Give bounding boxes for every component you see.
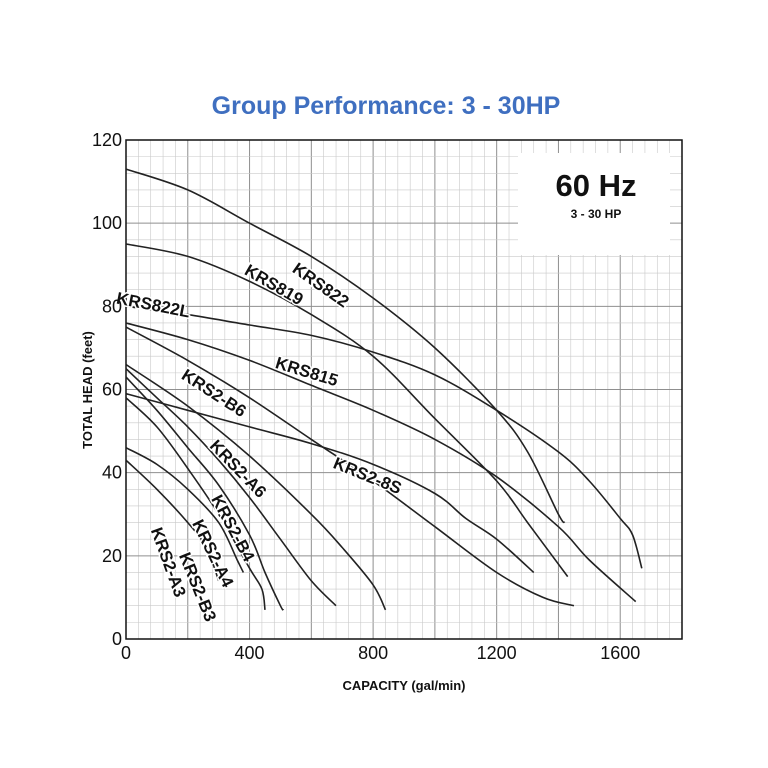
x-tick-label: 800: [358, 643, 388, 663]
curve-krs2-b6: [125, 326, 575, 607]
y-tick-label: 20: [102, 546, 122, 566]
y-tick-label: 40: [102, 463, 122, 483]
curve-label-krs815: KRS815: [273, 353, 340, 390]
y-tick-labels: 0 20 40 60 80 100 120: [92, 130, 122, 649]
y-tick-label: 0: [112, 629, 122, 649]
legend-box: 60 Hz 3 - 30 HP: [518, 153, 670, 255]
curve-krs2-b3: [125, 446, 245, 573]
x-tick-label: 400: [235, 643, 265, 663]
curve-krs2-8s: [125, 392, 535, 574]
x-tick-labels: 0 400 800 1200 1600: [121, 643, 640, 663]
curve-krs822l: [125, 305, 643, 569]
legend-frequency: 60 Hz: [556, 168, 637, 203]
x-axis-label: CAPACITY (gal/min): [342, 678, 465, 693]
y-axis-label: TOTAL HEAD (feet): [80, 331, 95, 449]
x-tick-label: 1200: [477, 643, 517, 663]
curve-krs822: [125, 168, 566, 524]
x-tick-label: 0: [121, 643, 131, 663]
x-tick-label: 1600: [600, 643, 640, 663]
y-tick-label: 120: [92, 130, 122, 150]
plot-frame: [125, 139, 683, 640]
curve-label-krs2-b6: KRS2-B6: [178, 365, 249, 421]
curve-krs815: [125, 322, 637, 603]
curve-label-krs2-8s: KRS2-8S: [331, 454, 405, 499]
curve-krs2-a4: [125, 397, 266, 611]
legend-background: [518, 153, 670, 255]
curve-krs2-a3: [125, 459, 220, 582]
chart-title: Group Performance: 3 - 30HP: [212, 92, 561, 120]
curve-krs2-b3-upper: [125, 368, 337, 607]
y-tick-label: 100: [92, 213, 122, 233]
y-tick-label: 80: [102, 296, 122, 316]
y-tick-label: 60: [102, 380, 122, 400]
curve-krs819: [125, 243, 569, 578]
legend-power-range: 3 - 30 HP: [571, 207, 622, 221]
curve-krs2-b4: [125, 376, 285, 611]
curve-krs2-a6: [125, 363, 387, 611]
curves: [125, 168, 643, 611]
